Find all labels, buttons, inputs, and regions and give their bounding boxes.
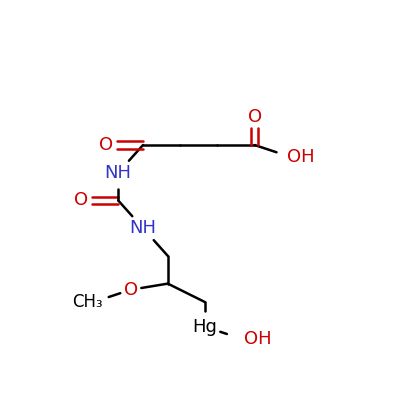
Text: OH: OH	[287, 148, 315, 166]
Text: NH: NH	[105, 164, 132, 182]
Text: NH: NH	[130, 219, 156, 237]
Text: Hg: Hg	[192, 318, 218, 336]
Text: OH: OH	[244, 330, 272, 348]
Text: O: O	[248, 108, 262, 126]
Text: O: O	[124, 281, 138, 299]
Text: O: O	[74, 192, 88, 210]
Text: CH₃: CH₃	[72, 293, 102, 311]
Text: O: O	[99, 136, 113, 154]
